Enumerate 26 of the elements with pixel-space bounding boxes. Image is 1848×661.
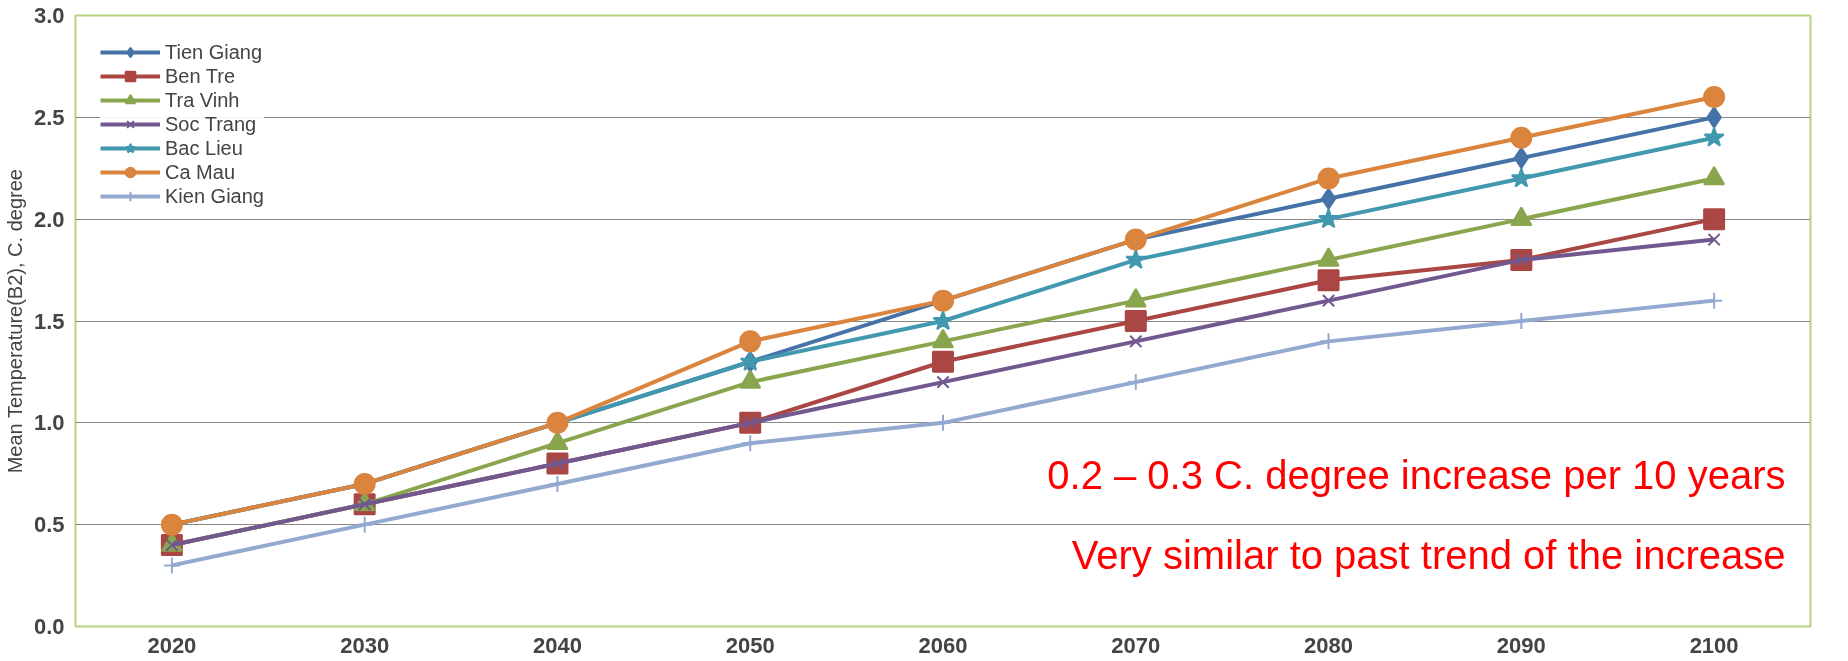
y-tick-label: 0.0 xyxy=(33,614,65,639)
x-tick-label: 2020 xyxy=(147,632,197,658)
y-tick-label: 3.0 xyxy=(33,3,65,28)
x-tick-label: 2040 xyxy=(532,632,582,658)
y-tick-label: 0.5 xyxy=(33,512,65,538)
legend-label: Soc Trang xyxy=(165,112,257,136)
y-tick-label: 1.5 xyxy=(33,308,65,334)
x-tick-label: 2060 xyxy=(918,632,968,658)
y-tick-label: 2.0 xyxy=(33,206,65,232)
annotation: 0.2 – 0.3 C. degree increase per 10 years xyxy=(1047,452,1786,497)
annotation: Very similar to past trend of the increase xyxy=(1071,532,1786,577)
y-axis-title: Mean Temperature(B2), C. degree xyxy=(3,169,26,474)
y-tick-label: 2.5 xyxy=(33,104,65,130)
x-tick-label: 2030 xyxy=(340,632,390,658)
legend-label: Kien Giang xyxy=(165,184,264,208)
legend-label: Ca Mau xyxy=(165,160,236,184)
x-tick-label: 2070 xyxy=(1111,632,1161,658)
x-tick-label: 2100 xyxy=(1689,632,1739,658)
x-tick-label: 2050 xyxy=(725,632,775,658)
y-tick-label: 1.0 xyxy=(33,410,65,436)
x-tick-label: 2080 xyxy=(1304,632,1354,658)
legend-label: Tien Giang xyxy=(165,40,263,64)
legend-label: Tra Vinh xyxy=(165,88,240,112)
legend-label: Ben Tre xyxy=(165,64,236,88)
x-tick-label: 2090 xyxy=(1496,632,1546,658)
legend-label: Bac Lieu xyxy=(165,136,243,160)
